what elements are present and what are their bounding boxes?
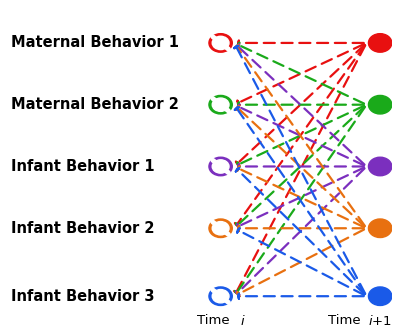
Circle shape: [212, 160, 229, 173]
Text: Infant Behavior 1: Infant Behavior 1: [10, 159, 154, 174]
Circle shape: [368, 95, 392, 114]
Text: $i$: $i$: [240, 314, 246, 328]
Text: Maternal Behavior 2: Maternal Behavior 2: [10, 97, 178, 112]
Circle shape: [209, 287, 232, 305]
Circle shape: [368, 157, 392, 176]
Text: $i$+1: $i$+1: [368, 314, 392, 328]
Circle shape: [368, 34, 392, 52]
Circle shape: [368, 287, 392, 305]
Text: Maternal Behavior 1: Maternal Behavior 1: [10, 36, 178, 50]
Circle shape: [212, 98, 229, 111]
Text: Time: Time: [197, 314, 234, 327]
Circle shape: [209, 219, 232, 237]
Circle shape: [212, 36, 229, 49]
Text: Time: Time: [328, 314, 364, 327]
Circle shape: [212, 290, 229, 303]
Circle shape: [209, 157, 232, 176]
Circle shape: [212, 221, 229, 235]
Text: Infant Behavior 2: Infant Behavior 2: [10, 221, 154, 236]
Circle shape: [209, 95, 232, 114]
Circle shape: [368, 219, 392, 237]
Circle shape: [209, 34, 232, 52]
Text: Infant Behavior 3: Infant Behavior 3: [10, 289, 154, 304]
